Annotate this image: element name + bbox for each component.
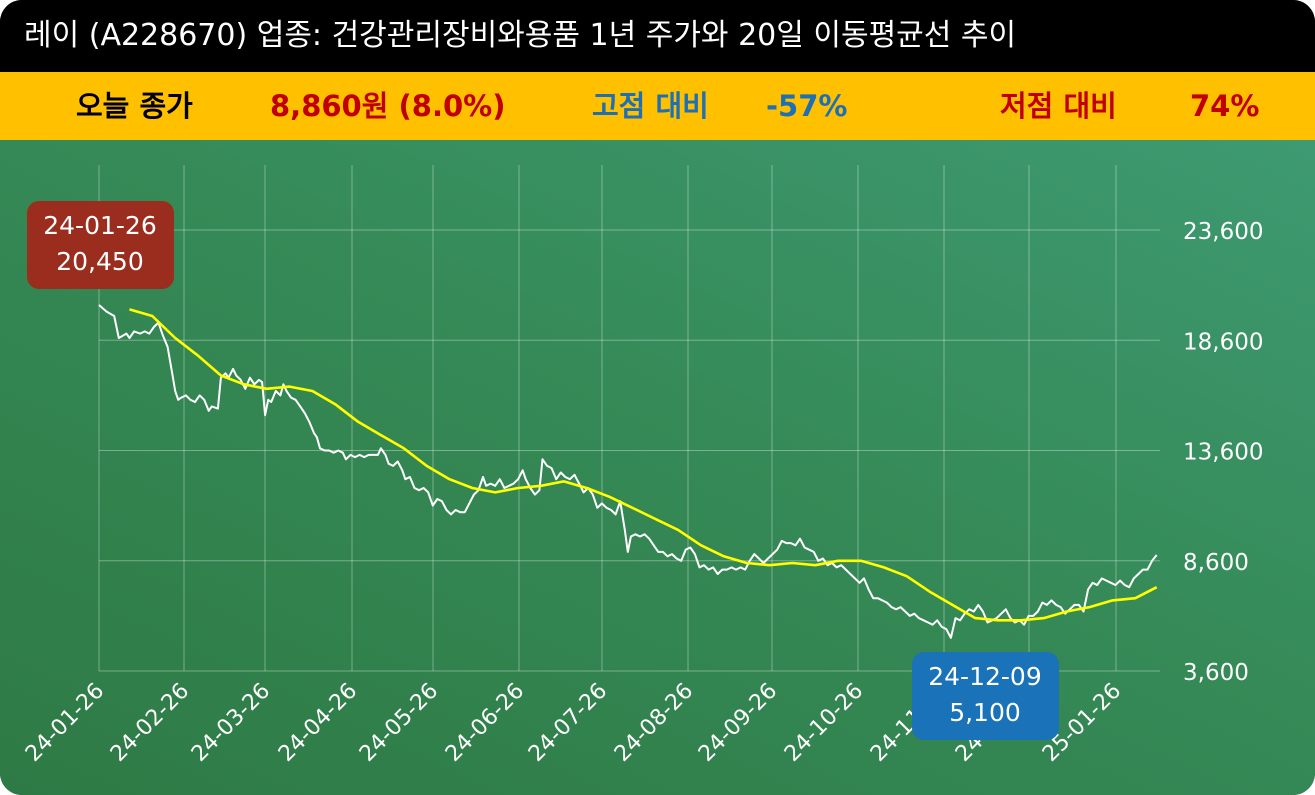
high-annotation-date: 24-01-26 (43, 211, 156, 240)
low-annotation-value: 5,100 (949, 698, 1021, 727)
x-tick-label: 24-02-26 (106, 679, 194, 767)
x-tick-label: 24-03-26 (187, 679, 275, 767)
x-tick-label: 24-09-26 (694, 679, 782, 767)
y-tick-label: 8,600 (1183, 550, 1249, 576)
y-tick-label: 18,600 (1183, 329, 1263, 355)
x-tick-label: 24-10-26 (780, 679, 868, 767)
y-tick-label: 13,600 (1183, 440, 1263, 466)
low-annotation-date: 24-12-09 (928, 662, 1041, 691)
title-bar: 레이 (A228670) 업종: 건강관리장비와용품 1년 주가와 20일 이동… (0, 0, 1315, 72)
high-annotation-box (27, 201, 174, 289)
y-tick-label: 23,600 (1183, 219, 1263, 245)
low-compare-label: 저점 대비 (1000, 89, 1117, 123)
high-annotation-value: 20,450 (56, 247, 143, 276)
stats-bar: 오늘 종가 8,860원 (8.0%) 고점 대비 -57% 저점 대비 74% (0, 72, 1315, 140)
low-annotation-box (912, 652, 1059, 740)
x-tick-label: 24-05-26 (355, 679, 443, 767)
x-tick-label: 24-04-26 (274, 679, 362, 767)
high-compare-label: 고점 대비 (592, 89, 709, 123)
y-tick-label: 3,600 (1183, 660, 1249, 686)
x-tick-label: 24-07-26 (524, 679, 612, 767)
price-line (98, 304, 1158, 639)
x-tick-label: 24-08-26 (610, 679, 698, 767)
x-tick-label: 24-06-26 (441, 679, 529, 767)
close-value: 8,860원 (8.0%) (270, 89, 506, 123)
low-compare-value: 74% (1190, 89, 1260, 123)
chart-title: 레이 (A228670) 업종: 건강관리장비와용품 1년 주가와 20일 이동… (24, 18, 1017, 53)
moving-average-line (129, 308, 1158, 622)
close-label: 오늘 종가 (76, 89, 193, 123)
high-compare-value: -57% (766, 89, 848, 123)
x-tick-label: 24-01-26 (21, 679, 109, 767)
plot-area (0, 140, 1315, 795)
